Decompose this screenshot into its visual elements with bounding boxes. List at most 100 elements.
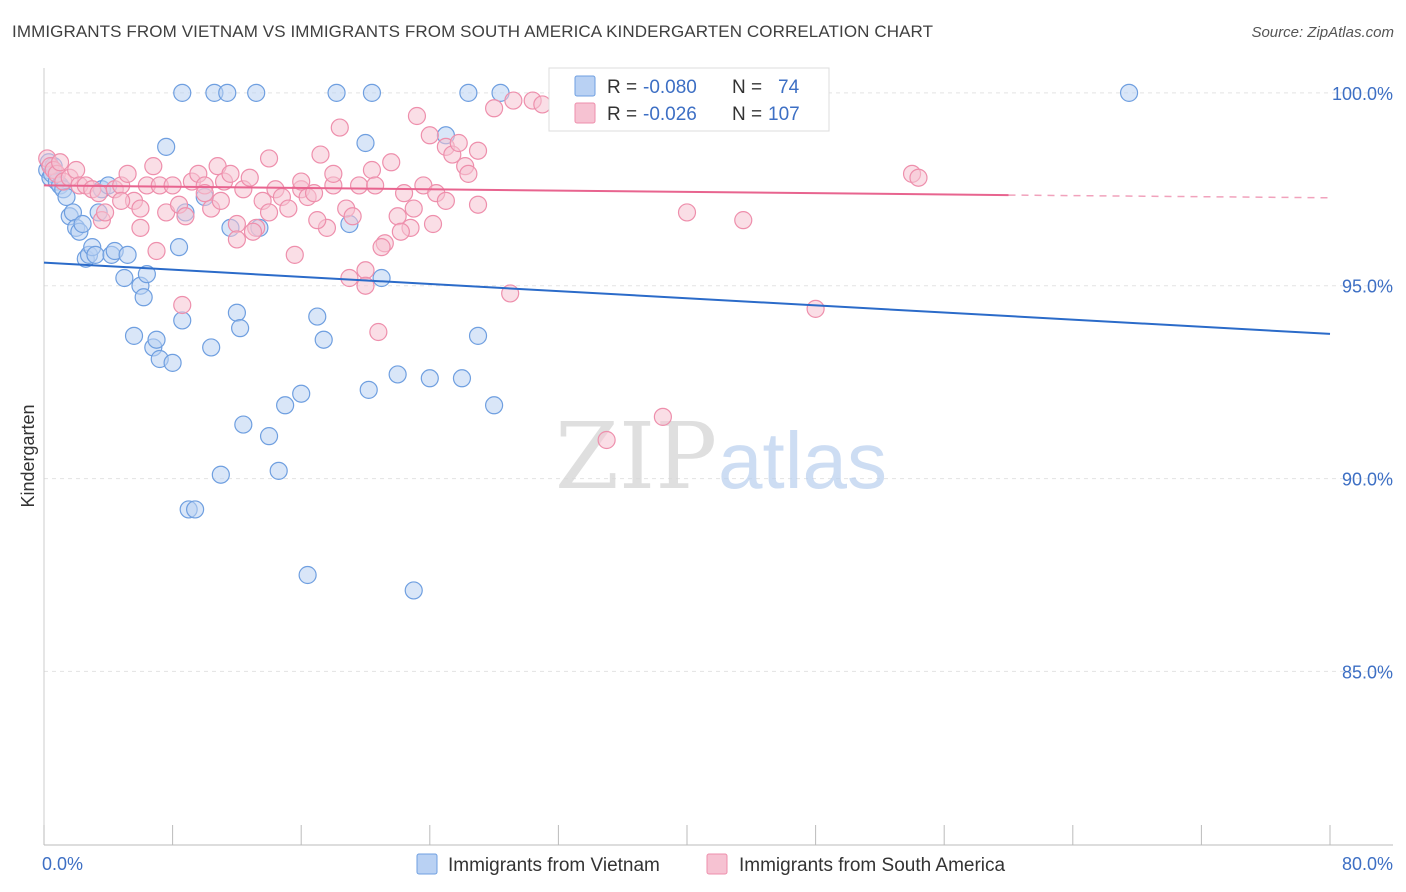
point-south-america-52	[349, 176, 369, 195]
point-vietnam-64	[485, 396, 504, 415]
trend-line-vietnam	[43, 261, 1331, 335]
point-south-america-80	[677, 203, 697, 222]
point-south-america-25	[176, 207, 195, 226]
trend-line-south-america	[43, 184, 1009, 197]
point-vietnam-71	[459, 83, 478, 102]
bottom-legend-label-vietnam: Immigrants from Vietnam	[448, 855, 660, 876]
legend-n-value-1: 74	[778, 77, 800, 98]
y-tick-label-3: 85.0%	[1342, 662, 1393, 682]
point-vietnam-48	[269, 461, 288, 480]
point-south-america-90	[211, 191, 230, 210]
bottom-legend-swatch-vietnam	[416, 853, 438, 875]
point-south-america-11	[89, 184, 108, 203]
point-south-america-86	[131, 218, 150, 237]
point-vietnam-57	[372, 268, 391, 288]
point-south-america-81	[734, 211, 753, 230]
point-south-america-72	[504, 91, 523, 110]
point-vietnam-25	[124, 326, 144, 345]
point-south-america-87	[147, 241, 166, 261]
trend-lines	[43, 184, 1331, 335]
point-vietnam-73	[1119, 83, 1139, 102]
point-vietnam-27	[134, 288, 153, 307]
point-vietnam-59	[404, 581, 423, 600]
point-south-america-53	[356, 261, 375, 280]
point-vietnam-34	[169, 238, 189, 257]
point-vietnam-28	[137, 265, 156, 284]
source-credit: Source: ZipAtlas.com	[1251, 24, 1394, 41]
point-south-america-97	[423, 214, 443, 234]
legend-r-label-1: R =	[607, 77, 637, 98]
point-vietnam-67	[218, 83, 237, 102]
legend-r-value-1: -0.080	[643, 77, 697, 98]
point-south-america-88	[173, 295, 192, 315]
y-tick-labels: 100.0% 95.0% 90.0% 85.0%	[1332, 84, 1393, 683]
legend-r-value-2: -0.026	[643, 104, 697, 125]
legend-n-value-2: 107	[768, 104, 800, 125]
point-vietnam-63	[468, 326, 488, 345]
y-tick-label-0: 100.0%	[1332, 84, 1393, 104]
point-vietnam-56	[359, 380, 378, 399]
axes	[43, 68, 1393, 846]
point-south-america-101	[372, 238, 391, 257]
point-south-america-69	[468, 141, 488, 160]
point-south-america-100	[340, 268, 359, 288]
point-vietnam-30	[147, 330, 166, 349]
point-vietnam-52	[308, 307, 327, 326]
point-south-america-104	[468, 195, 488, 214]
point-south-america-92	[259, 203, 279, 222]
point-south-america-4	[50, 153, 70, 172]
point-vietnam-51	[298, 565, 317, 585]
point-south-america-63	[420, 126, 439, 145]
point-south-america-96	[391, 222, 410, 241]
chart-title: IMMIGRANTS FROM VIETNAM VS IMMIGRANTS FR…	[12, 22, 934, 41]
point-vietnam-43	[227, 303, 246, 322]
point-south-america-93	[292, 172, 311, 191]
point-south-america-55	[369, 322, 388, 342]
point-vietnam-50	[292, 384, 311, 403]
point-vietnam-60	[420, 369, 439, 388]
point-vietnam-55	[356, 133, 375, 153]
point-south-america-94	[324, 164, 343, 183]
point-south-america-77	[597, 430, 616, 450]
point-south-america-61	[407, 106, 427, 126]
point-south-america-13	[95, 203, 115, 222]
point-vietnam-49	[276, 396, 295, 415]
point-south-america-74	[533, 95, 552, 114]
point-south-america-7	[67, 160, 86, 180]
watermark-zip: ZIP	[555, 403, 717, 510]
point-vietnam-13	[73, 214, 92, 234]
legend-n-label-1: N =	[732, 77, 762, 98]
point-south-america-105	[308, 211, 327, 230]
point-vietnam-32	[157, 137, 176, 156]
point-south-america-102	[404, 199, 423, 218]
y-axis-label: Kindergarten	[18, 404, 38, 507]
point-south-america-42	[285, 245, 304, 264]
point-south-america-20	[144, 157, 163, 176]
bottom-legend-swatch-south-america	[706, 853, 728, 875]
point-vietnam-68	[247, 83, 266, 102]
point-vietnam-17	[86, 245, 105, 264]
point-south-america-33	[227, 214, 246, 234]
point-vietnam-40	[202, 338, 221, 357]
point-south-america-38	[259, 149, 279, 168]
point-south-america-91	[227, 230, 246, 249]
watermark-atlas: atlas	[718, 416, 887, 505]
point-vietnam-58	[388, 365, 407, 384]
point-south-america-79	[653, 407, 672, 426]
x-tick-label-right: 80.0%	[1342, 854, 1393, 874]
point-south-america-51	[343, 207, 362, 226]
point-south-america-98	[459, 164, 478, 183]
point-vietnam-45	[234, 415, 253, 434]
series-vietnam-points	[38, 83, 1139, 600]
point-south-america-67	[449, 133, 468, 153]
point-south-america-46	[311, 145, 330, 164]
legend-swatch-vietnam	[574, 75, 596, 97]
y-tick-label-2: 90.0%	[1342, 470, 1393, 490]
bottom-legend: Immigrants from Vietnam Immigrants from …	[416, 853, 1006, 876]
point-south-america-95	[366, 176, 385, 195]
point-south-america-23	[163, 176, 182, 195]
legend-swatch-south-america	[574, 102, 596, 124]
point-south-america-49	[330, 118, 349, 137]
point-vietnam-47	[259, 427, 279, 446]
